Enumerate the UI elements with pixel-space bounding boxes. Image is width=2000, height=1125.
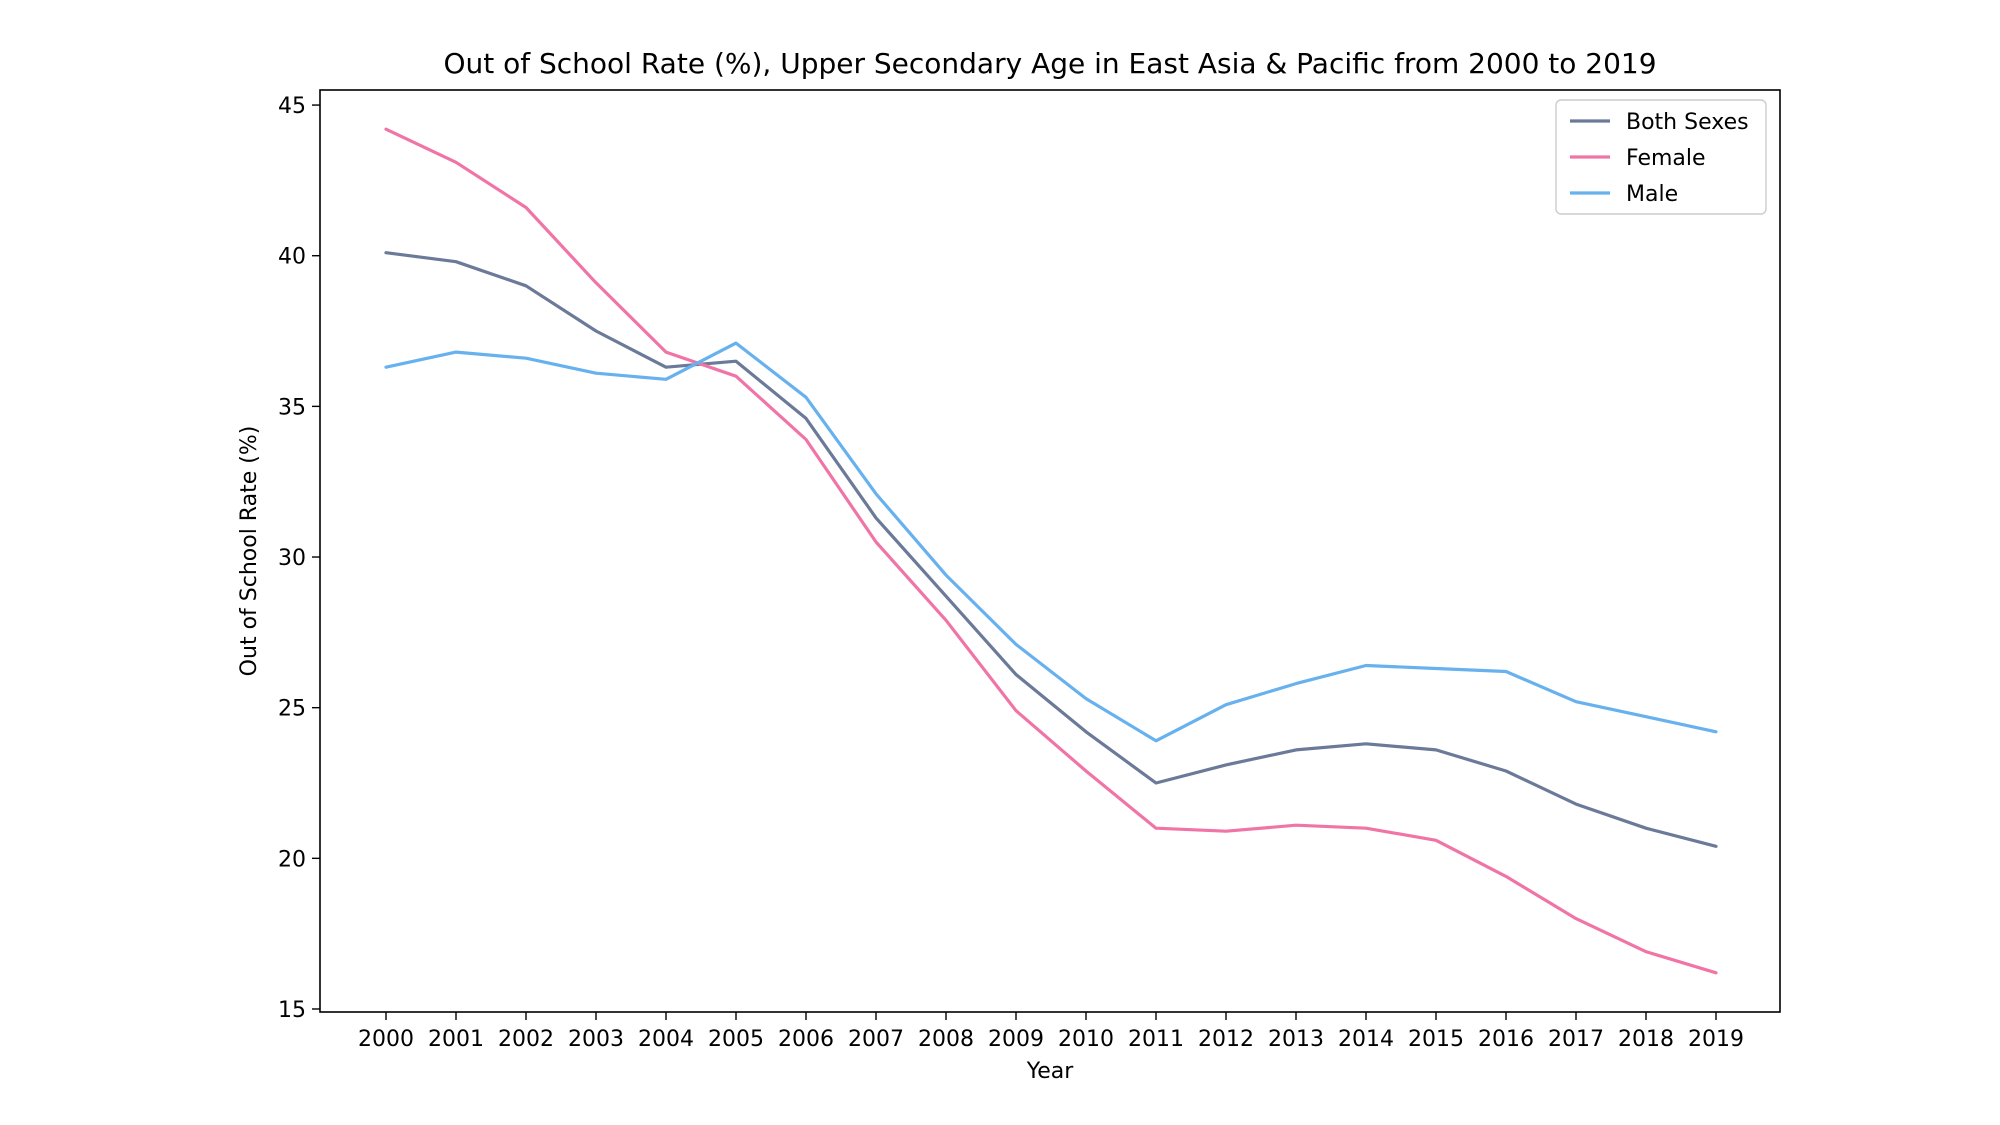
legend-box — [1555, 99, 1767, 215]
x-tick-label: 2011 — [1128, 1027, 1184, 1052]
x-tick-label: 2010 — [1058, 1027, 1114, 1052]
x-axis: 2000 2001 2002 2003 2004 2005 2006 2007 2008 2009… — [358, 1012, 1744, 1052]
y-tick-label: 45 — [278, 94, 306, 119]
x-tick-label: 2008 — [918, 1027, 974, 1052]
x-tick-label: 2003 — [568, 1027, 624, 1052]
y-axis: 15 20 25 30 35 40 45 — [278, 94, 320, 1023]
y-tick-label: 30 — [278, 546, 306, 571]
legend-label-both-sexes: Both Sexes — [1626, 110, 1749, 135]
x-tick-label: 2004 — [638, 1027, 694, 1052]
series-line-female — [384, 127, 1718, 975]
legend: Both Sexes Female Male — [1555, 99, 1767, 215]
plot-area — [319, 89, 1781, 1013]
y-tick-label: 20 — [278, 847, 306, 872]
legend-label-male: Male — [1626, 182, 1678, 207]
y-tick-label: 35 — [278, 395, 306, 420]
x-tick-label: 2017 — [1548, 1027, 1604, 1052]
legend-label-female: Female — [1626, 146, 1706, 171]
x-tick-label: 2009 — [988, 1027, 1044, 1052]
x-tick-label: 2012 — [1198, 1027, 1254, 1052]
series-line-male — [384, 341, 1718, 743]
x-tick-label: 2007 — [848, 1027, 904, 1052]
x-tick-label: 2005 — [708, 1027, 764, 1052]
x-tick-label: 2002 — [498, 1027, 554, 1052]
x-tick-label: 2014 — [1338, 1027, 1394, 1052]
y-axis-title: Out of School Rate (%) — [237, 426, 262, 677]
series-layer — [384, 127, 1718, 975]
x-tick-label: 2016 — [1478, 1027, 1534, 1052]
series-line-both-sexes — [384, 251, 1718, 848]
x-tick-label: 2001 — [428, 1027, 484, 1052]
y-tick-label: 25 — [278, 697, 306, 722]
x-tick-label: 2015 — [1408, 1027, 1464, 1052]
x-axis-title: Year — [1026, 1059, 1075, 1084]
x-tick-label: 2006 — [778, 1027, 834, 1052]
x-tick-label: 2013 — [1268, 1027, 1324, 1052]
x-tick-label: 2019 — [1688, 1027, 1744, 1052]
x-tick-label: 2000 — [358, 1027, 414, 1052]
x-tick-label: 2018 — [1618, 1027, 1674, 1052]
y-tick-label: 15 — [278, 998, 306, 1023]
chart-title: Out of School Rate (%), Upper Secondary … — [443, 47, 1656, 80]
y-tick-label: 40 — [278, 245, 306, 270]
